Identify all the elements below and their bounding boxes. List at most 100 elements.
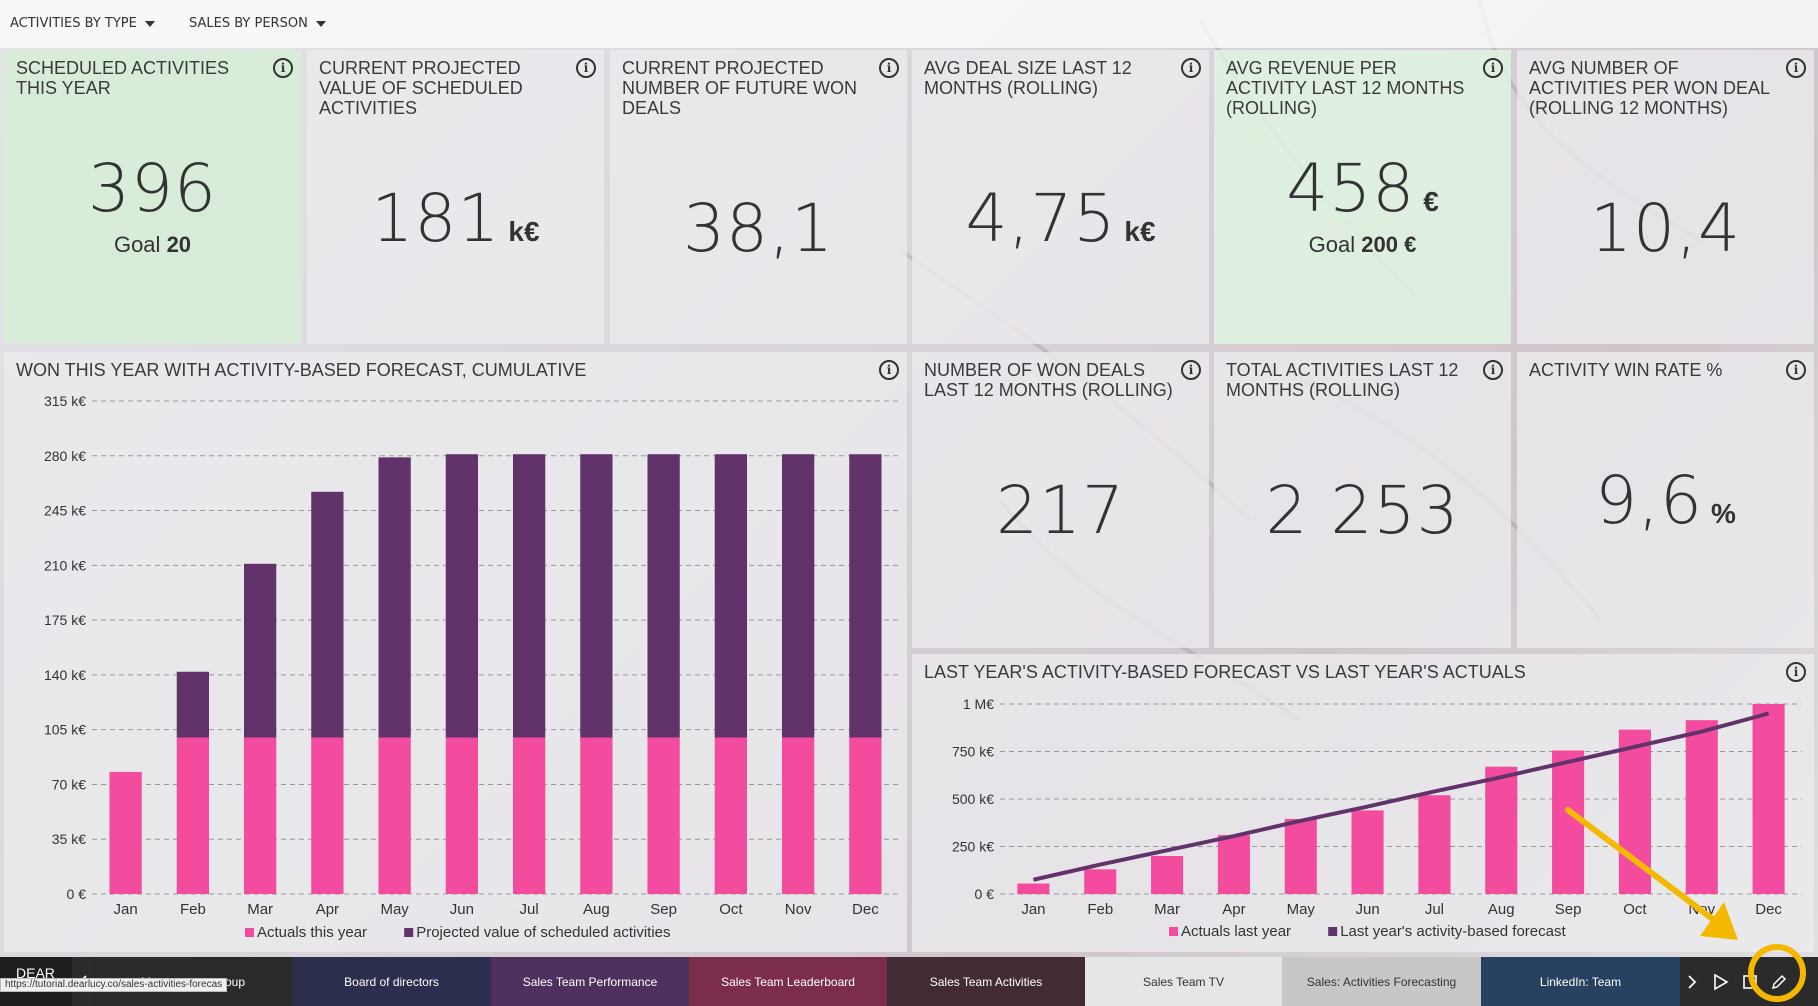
bar — [1552, 750, 1585, 894]
tab-sales-team-activities[interactable]: Sales Team Activities — [887, 957, 1085, 1006]
fullscreen-icon[interactable] — [1738, 957, 1762, 1006]
won-this-year-chart: 0 € 35 k€ 70 k€ 105 k€ 140 k€ 175 k€ 210 k€ 245… — [44, 393, 899, 941]
goal-value: 20 — [166, 232, 192, 257]
kpi-avg-activities-per-won-deal: AVG NUMBER OF ACTIVITIES PER WON DEAL (R… — [1517, 50, 1814, 344]
pencil-icon[interactable] — [1762, 957, 1796, 1006]
bar — [176, 737, 210, 894]
bar — [647, 454, 680, 738]
bar — [512, 737, 546, 894]
bar — [378, 457, 411, 738]
y-tick-label: 0 € — [975, 886, 995, 902]
tab-linkedin-team[interactable]: LinkedIn: Team — [1481, 957, 1680, 1006]
bar — [1284, 818, 1317, 894]
bar — [647, 737, 680, 894]
y-tick-label: 70 k€ — [52, 776, 86, 792]
x-tick-label: Jan — [114, 901, 138, 918]
bar — [1351, 810, 1384, 894]
tile-title: ACTIVITY WIN RATE % — [1529, 360, 1723, 380]
legend-swatch — [1328, 927, 1338, 936]
bar — [311, 491, 344, 738]
x-tick-label: Mar — [247, 901, 273, 918]
activities-by-type-label: ACTIVITIES BY TYPE — [10, 16, 137, 31]
y-tick-label: 140 k€ — [44, 667, 86, 683]
legend-label: Last year's activity-based forecast — [1340, 923, 1566, 940]
bar — [1618, 729, 1651, 894]
chart-title: LAST YEAR'S ACTIVITY-BASED FORECAST VS L… — [924, 662, 1526, 682]
kpi-won-deals: NUMBER OF WON DEALS LAST 12 MONTHS (ROLL… — [912, 352, 1209, 648]
bar — [781, 454, 815, 738]
info-icon[interactable]: i — [1483, 58, 1503, 78]
x-tick-label: Feb — [1087, 901, 1113, 918]
chevron-right-icon[interactable] — [1680, 957, 1704, 1006]
legend-swatch — [1169, 927, 1178, 936]
tile-title: CURRENT PROJECTED NUMBER OF FUTURE WON D… — [622, 58, 857, 118]
tab-sales-team-tv[interactable]: Sales Team TV — [1085, 957, 1282, 1006]
y-tick-label: 210 k€ — [44, 557, 86, 573]
bar — [243, 737, 277, 894]
kpi-projected-won-deals: CURRENT PROJECTED NUMBER OF FUTURE WON D… — [610, 50, 907, 344]
kpi-unit: € — [1423, 186, 1439, 217]
bar — [714, 737, 748, 894]
tile-title: TOTAL ACTIVITIES LAST 12 MONTHS (ROLLING… — [1226, 360, 1459, 400]
info-icon[interactable]: i — [1181, 58, 1201, 78]
bar — [445, 737, 479, 894]
tab-board-of-directors[interactable]: Board of directors — [292, 957, 491, 1006]
y-tick-label: 105 k€ — [44, 722, 86, 738]
bar — [1685, 720, 1718, 894]
y-tick-label: 1 M€ — [963, 696, 994, 712]
kpi-projected-value: CURRENT PROJECTED VALUE OF SCHEDULED ACT… — [307, 50, 604, 344]
info-icon[interactable]: i — [576, 58, 596, 78]
info-icon[interactable]: i — [879, 58, 899, 78]
kpi-value: 38,1 — [683, 190, 834, 267]
caret-down-icon — [315, 20, 326, 27]
bar — [580, 454, 613, 738]
bar — [243, 563, 277, 738]
info-icon[interactable]: i — [1786, 58, 1806, 78]
tab-sales-activities-forecasting[interactable]: Sales: Activities Forecasting — [1282, 957, 1481, 1006]
legend-swatch — [245, 928, 254, 937]
kpi-activity-win-rate: ACTIVITY WIN RATE % i 9,6% — [1517, 352, 1814, 648]
kpi-unit: k€ — [1124, 216, 1156, 247]
bar — [781, 737, 815, 894]
info-icon[interactable]: i — [273, 58, 293, 78]
bar — [714, 454, 748, 738]
x-tick-label: Jan — [1021, 901, 1045, 918]
bar — [176, 671, 210, 738]
tab-sales-team-leaderboard[interactable]: Sales Team Leaderboard — [689, 957, 887, 1006]
caret-down-icon — [144, 20, 155, 27]
goal-value: 200 € — [1361, 232, 1417, 257]
info-icon[interactable]: i — [1786, 662, 1806, 682]
tile-title: NUMBER OF WON DEALS LAST 12 MONTHS (ROLL… — [924, 360, 1173, 400]
bar — [311, 737, 344, 894]
x-tick-label: Oct — [1623, 901, 1647, 918]
info-icon[interactable]: i — [1483, 360, 1503, 380]
play-icon[interactable] — [1706, 957, 1736, 1006]
sales-by-person-label: SALES BY PERSON — [189, 16, 308, 31]
series-line — [1032, 711, 1770, 882]
tile-title: CURRENT PROJECTED VALUE OF SCHEDULED ACT… — [319, 58, 523, 118]
bar — [109, 771, 142, 894]
info-icon[interactable]: i — [1181, 360, 1201, 380]
x-tick-label: Jul — [1425, 901, 1444, 918]
info-icon[interactable]: i — [879, 360, 899, 380]
kpi-scheduled-activities: SCHEDULED ACTIVITIES THIS YEAR i 396 Goa… — [4, 50, 301, 344]
bar — [580, 737, 613, 894]
tile-title: AVG NUMBER OF ACTIVITIES PER WON DEAL (R… — [1529, 58, 1770, 118]
info-icon[interactable]: i — [1786, 360, 1806, 380]
kpi-avg-revenue-per-activity: AVG REVENUE PER ACTIVITY LAST 12 MONTHS … — [1214, 50, 1511, 344]
sales-by-person-dropdown[interactable]: SALES BY PERSON — [189, 16, 326, 31]
x-tick-label: Mar — [1154, 901, 1180, 918]
x-tick-label: Jul — [520, 901, 539, 918]
kpi-value: 2 253 — [1265, 472, 1460, 549]
bar — [1217, 835, 1250, 894]
bar — [849, 737, 882, 894]
x-tick-label: Oct — [719, 901, 743, 918]
x-tick-label: May — [1287, 901, 1316, 918]
tab-sales-team-performance[interactable]: Sales Team Performance — [491, 957, 689, 1006]
last-year-forecast-chart: 0 € 250 k€ 500 k€ 750 k€ 1 M€ Jan Feb Mar Apr May… — [952, 696, 1802, 940]
goal-label: Goal — [113, 232, 161, 257]
activities-by-type-dropdown[interactable]: ACTIVITIES BY TYPE — [10, 16, 155, 31]
x-tick-label: Aug — [1488, 901, 1515, 918]
y-tick-label: 750 k€ — [952, 744, 994, 760]
kpi-unit: k€ — [508, 216, 540, 247]
